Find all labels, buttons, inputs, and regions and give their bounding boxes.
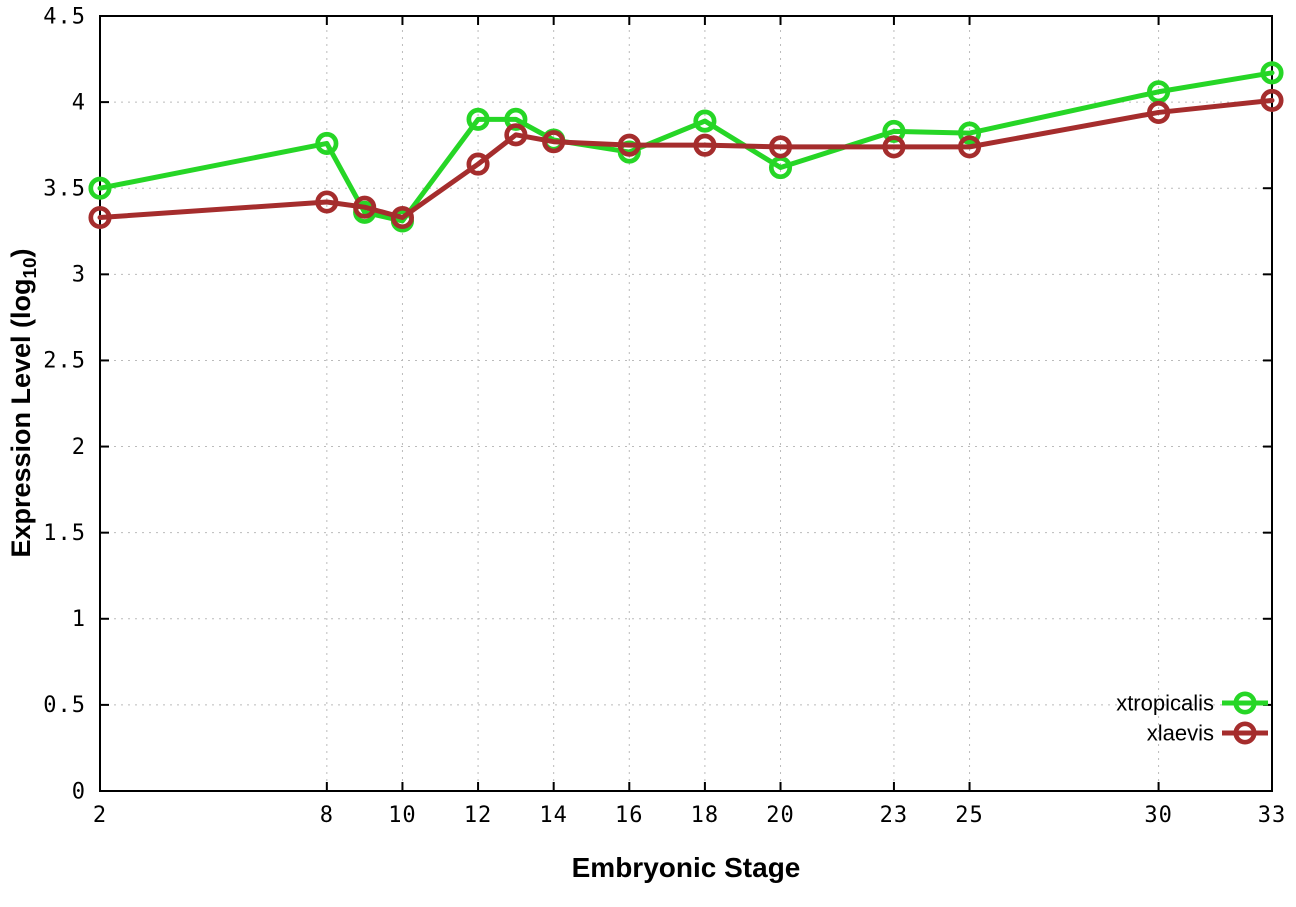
y-axis-title-paren: ) [5, 248, 36, 258]
x-axis-tick-label-12: 12 [464, 803, 493, 828]
x-axis-tick-label-20: 20 [766, 803, 795, 828]
y-axis-tick-label-4: 4 [72, 90, 86, 115]
y-axis-tick-label-0.5: 0.5 [43, 693, 86, 718]
legend-marker-xlaevis [1233, 721, 1257, 745]
y-axis-title: Expression Level (log10) [6, 248, 42, 557]
data-point-xtropicalis-25 [957, 121, 982, 145]
data-point-xlaevis-16 [617, 133, 641, 157]
x-axis-tick-label-25: 25 [955, 803, 984, 828]
y-axis-tick-label-1: 1 [72, 607, 86, 632]
x-axis-tick-label-16: 16 [615, 803, 644, 828]
y-axis-tick-label-3.5: 3.5 [43, 176, 86, 201]
x-axis-tick-label-14: 14 [539, 803, 568, 828]
y-axis-title-subscript: 10 [20, 257, 42, 279]
data-point-xlaevis-33 [1260, 88, 1284, 112]
x-axis-tick-label-10: 10 [388, 803, 417, 828]
x-axis-tick-label-2: 2 [93, 803, 107, 828]
data-point-xtropicalis-2 [88, 176, 112, 200]
data-point-xlaevis-8 [315, 190, 339, 214]
legend-label-xtropicalis: xtropicalis [1116, 690, 1214, 715]
plot-border [99, 15, 1273, 792]
x-axis-tick-label-23: 23 [880, 803, 909, 828]
x-axis-tick-label-18: 18 [691, 803, 720, 828]
y-axis-tick-label-0: 0 [72, 779, 86, 804]
y-axis-tick-label-4.5: 4.5 [43, 4, 86, 29]
legend-marker-xtropicalis [1233, 691, 1257, 715]
data-point-xtropicalis-13 [504, 107, 528, 131]
series-line-xlaevis [97, 97, 1275, 220]
x-axis-tick-label-33: 33 [1258, 803, 1287, 828]
data-point-xlaevis-14 [542, 130, 566, 154]
data-point-xlaevis-12 [466, 152, 490, 176]
data-point-xlaevis-9 [353, 195, 377, 219]
data-point-xlaevis-30 [1147, 100, 1171, 124]
data-point-xlaevis-23 [882, 135, 906, 159]
data-point-xtropicalis-12 [466, 107, 490, 131]
data-point-xlaevis-10 [390, 205, 415, 230]
data-point-xtropicalis-23 [882, 119, 906, 143]
data-point-xlaevis-2 [88, 205, 112, 230]
data-point-xlaevis-20 [768, 135, 793, 159]
data-point-xtropicalis-8 [315, 131, 339, 155]
y-axis-tick-label-2.5: 2.5 [43, 349, 86, 374]
y-axis-tick-label-1.5: 1.5 [43, 521, 86, 546]
data-point-xlaevis-25 [957, 135, 982, 159]
data-point-xtropicalis-33 [1260, 61, 1284, 85]
data-point-xtropicalis-18 [693, 109, 717, 133]
y-axis-tick-label-3: 3 [72, 263, 86, 288]
legend-label-xlaevis: xlaevis [1147, 720, 1214, 745]
x-axis-title: Embryonic Stage [571, 852, 801, 883]
x-axis-tick-label-30: 30 [1144, 803, 1173, 828]
data-point-xlaevis-18 [693, 133, 717, 157]
x-axis-tick-label-8: 8 [320, 803, 334, 828]
y-axis-tick-label-2: 2 [72, 435, 86, 460]
data-point-xlaevis-13 [504, 123, 528, 147]
y-axis-title-text: Expression Level (log [5, 278, 36, 558]
